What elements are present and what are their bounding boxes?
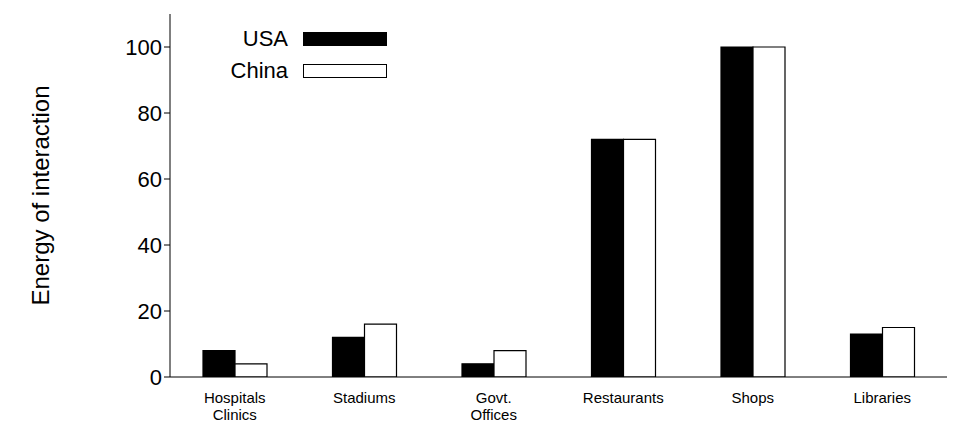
- svg-text:60: 60: [138, 167, 162, 192]
- svg-text:Stadiums: Stadiums: [333, 389, 396, 406]
- svg-text:80: 80: [138, 101, 162, 126]
- svg-text:Govt.Offices: Govt.Offices: [471, 389, 517, 423]
- svg-text:Energy of interaction: Energy of interaction: [27, 85, 54, 305]
- html-text:USA: USA: [242, 26, 288, 51]
- svg-text:20: 20: [138, 299, 162, 324]
- html-text:China: China: [230, 58, 288, 83]
- svg-text:HospitalsClinics: HospitalsClinics: [204, 389, 266, 423]
- svg-text:100: 100: [125, 35, 162, 60]
- svg-text:40: 40: [138, 233, 162, 258]
- svg-text:0: 0: [150, 365, 162, 390]
- svg-text:Restaurants: Restaurants: [583, 389, 664, 406]
- svg-text:Shops: Shops: [731, 389, 774, 406]
- svg-text:Libraries: Libraries: [853, 389, 911, 406]
